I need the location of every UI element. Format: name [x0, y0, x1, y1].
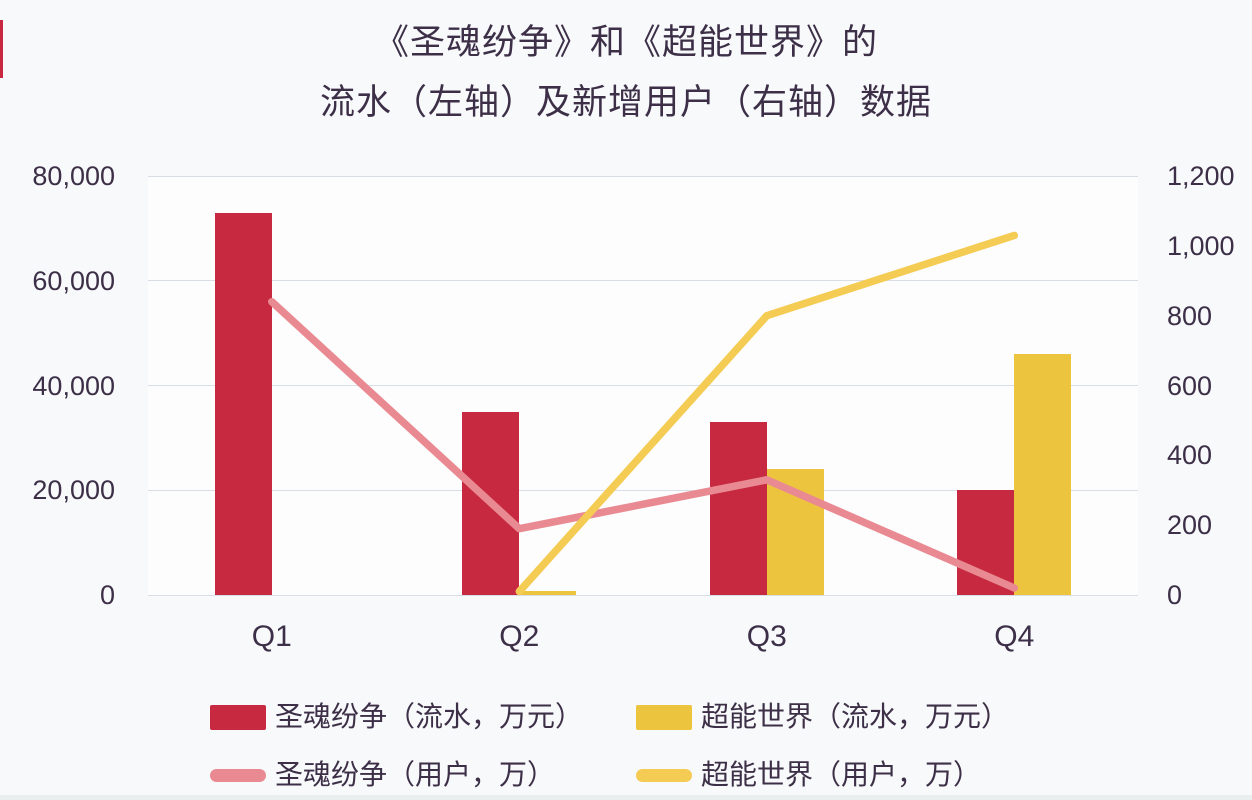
left-axis-tick-label: 20,000: [32, 475, 115, 506]
right-axis-tick-label: 1,200: [1167, 161, 1235, 191]
screen-edge-artifact: [0, 20, 3, 78]
right-axis-tick-label: 600: [1167, 370, 1213, 401]
legend-label-chaoneng-revenue: 超能世界（流水，万元）: [701, 701, 1010, 732]
legend-item-chaoneng-revenue: 超能世界（流水，万元）: [636, 701, 1009, 733]
bar-chaoneng-revenue-q4: [1014, 354, 1072, 595]
left-axis-tick-label: 80,000: [32, 161, 115, 191]
chart-title-line1: 《圣魂纷争》和《超能世界》的: [373, 23, 878, 62]
legend-swatch-shenghun-users-icon: [210, 768, 266, 782]
right-axis-tick-label: 400: [1167, 440, 1213, 471]
line-chaoneng-users: [515, 231, 1019, 596]
legend-swatch-chaoneng-revenue-icon: [636, 704, 692, 730]
legend-swatch-shenghun-revenue-icon: [210, 704, 266, 730]
right-axis-tick-label: 0: [1167, 580, 1183, 610]
bar-shenghun-revenue-q3: [709, 422, 767, 595]
x-axis-category-label: Q4: [994, 620, 1035, 653]
gridline: [148, 175, 1138, 177]
gridline: [148, 594, 1138, 596]
right-axis-tick-label: 200: [1167, 510, 1213, 541]
left-axis-tick-label: 60,000: [32, 265, 115, 296]
right-axis-tick-label: 800: [1167, 300, 1213, 331]
legend-label-chaoneng-users: 超能世界（用户，万）: [701, 759, 982, 790]
gridline: [148, 489, 1138, 491]
legend-label-shenghun-users: 圣魂纷争（用户，万）: [275, 759, 556, 790]
left-axis-tick-label: 40,000: [32, 370, 115, 401]
line-shenghun-users: [268, 297, 1019, 592]
x-axis-category-label: Q2: [499, 620, 540, 653]
legend-item-shenghun-users: 圣魂纷争（用户，万）: [210, 759, 555, 791]
chart-title-line2: 流水（左轴）及新增用户（右轴）数据: [319, 83, 932, 122]
x-axis-category-label: Q1: [251, 620, 292, 653]
legend-label-shenghun-revenue: 圣魂纷争（流水，万元）: [275, 701, 584, 732]
legend-item-shenghun-revenue: 圣魂纷争（流水，万元）: [210, 701, 583, 733]
left-axis-tick-label: 0: [99, 580, 115, 610]
x-axis-category-label: Q3: [746, 620, 787, 653]
bar-shenghun-revenue-q1: [214, 212, 272, 595]
legend-item-chaoneng-users: 超能世界（用户，万）: [636, 759, 981, 791]
gridline: [148, 385, 1138, 386]
right-axis-tick-label: 1,000: [1167, 230, 1235, 261]
bottom-edge-strip: [0, 795, 1252, 800]
bar-chaoneng-revenue-q2: [519, 590, 577, 595]
gridline: [148, 280, 1138, 282]
legend-swatch-chaoneng-users-icon: [636, 768, 692, 782]
